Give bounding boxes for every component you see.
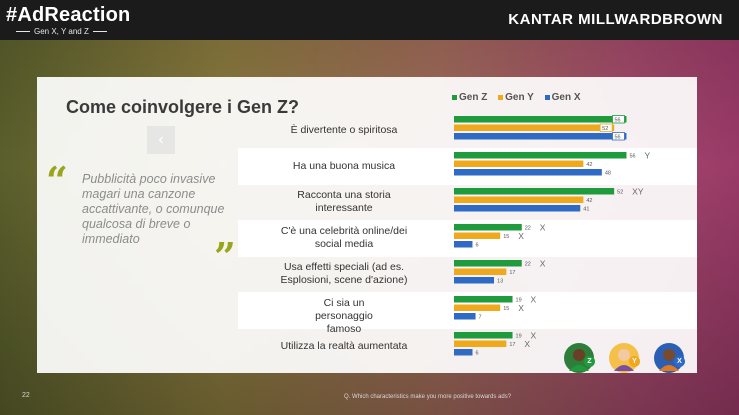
person-x-icon xyxy=(659,349,679,371)
bar-gen-x-2 xyxy=(454,169,602,176)
bar-gen-z-4 xyxy=(454,224,522,231)
significance-mark-gen-z-7: X xyxy=(531,331,537,341)
value-label-gen-z-5: 22 xyxy=(525,262,531,268)
legend-item-gen-y: Gen Y xyxy=(498,92,534,103)
avatar-gen-z: Z xyxy=(564,343,595,373)
bar-gen-z-2 xyxy=(454,152,627,159)
significance-mark-gen-z-5: X xyxy=(540,259,546,269)
category-label-3: Racconta una storia interessante xyxy=(297,189,391,214)
value-label-gen-y-3: 42 xyxy=(586,198,592,204)
bar-gen-z-3 xyxy=(454,188,615,195)
bar-gen-x-4 xyxy=(454,241,473,248)
value-label-gen-y-6: 15 xyxy=(503,306,509,312)
brand-title: #AdReaction xyxy=(6,4,131,26)
bar-gen-y-2 xyxy=(454,160,584,167)
open-quote-icon: “ xyxy=(46,158,68,203)
value-label-gen-x-5: 13 xyxy=(497,279,503,285)
bar-gen-y-4 xyxy=(454,232,501,239)
avatar-badge-z: Z xyxy=(584,356,595,367)
legend-label-gen-z: Gen Z xyxy=(459,92,488,103)
brand-subtitle: Gen X, Y and Z xyxy=(12,27,111,36)
value-box-gen-z-1 xyxy=(612,115,625,124)
bar-gen-z-5 xyxy=(454,260,522,267)
legend-swatch-gen-y xyxy=(498,94,504,100)
value-label-gen-z-2: 56 xyxy=(629,154,635,160)
category-label-6: Ci sia un personaggio famoso xyxy=(315,297,373,335)
legend-label-gen-x: Gen X xyxy=(551,92,581,103)
avatar-gen-x: X xyxy=(654,343,685,373)
value-label-gen-y-7: 17 xyxy=(509,342,515,348)
person-z-icon xyxy=(569,349,589,371)
category-label-1: È divertente o spiritosa xyxy=(290,124,398,136)
legend-item-gen-z: Gen Z xyxy=(452,92,487,103)
bar-gen-y-6 xyxy=(454,304,501,311)
category-label-2: Ha una buona musica xyxy=(292,160,396,172)
company-logo: KANTAR MILLWARDBROWN xyxy=(508,11,723,28)
value-label-gen-x-4: 6 xyxy=(475,243,478,249)
bar-gen-y-3 xyxy=(454,196,584,203)
bar-gen-z-1 xyxy=(454,116,627,123)
value-label-gen-z-6: 19 xyxy=(516,298,522,304)
value-label-gen-y-2: 42 xyxy=(586,162,592,168)
bar-gen-x-7 xyxy=(454,349,473,356)
significance-mark-gen-z-6: X xyxy=(531,295,537,305)
value-label-gen-x-7: 6 xyxy=(475,351,478,357)
bar-gen-y-1 xyxy=(454,124,615,131)
bar-gen-y-5 xyxy=(454,268,507,275)
value-label-gen-x-2: 48 xyxy=(605,171,611,177)
bar-gen-x-6 xyxy=(454,313,476,320)
avatar-badge-y: Y xyxy=(629,356,640,367)
legend-swatch-gen-x xyxy=(544,94,550,100)
slide-title: Come coinvolgere i Gen Z? xyxy=(66,97,300,117)
bar-gen-y-7 xyxy=(454,340,507,347)
value-label-gen-z-7: 19 xyxy=(516,334,522,340)
significance-mark-gen-z-3: XY xyxy=(632,187,644,197)
avatar-badge-x: X xyxy=(674,356,685,367)
person-y-icon xyxy=(614,349,634,371)
close-quote-icon: ” xyxy=(214,234,236,279)
significance-mark-gen-y-7: X xyxy=(524,339,530,349)
value-label-gen-z-4: 22 xyxy=(525,226,531,232)
significance-mark-gen-y-4: X xyxy=(518,231,524,241)
category-label-5: Usa effetti speciali (ad es. Esplosioni,… xyxy=(280,261,408,286)
value-label-gen-x-6: 7 xyxy=(479,315,482,321)
page-number: 22 xyxy=(22,392,30,399)
value-label-gen-x-1: 56 xyxy=(614,135,620,141)
quote-text: Pubblicità poco invasive magari una canz… xyxy=(82,172,225,246)
value-label-gen-y-4: 15 xyxy=(503,234,509,240)
value-label-gen-x-3: 41 xyxy=(583,207,589,213)
value-box-gen-x-1 xyxy=(612,132,625,141)
avatar-gen-y: Y xyxy=(609,343,640,373)
value-label-gen-z-1: 56 xyxy=(614,118,620,124)
significance-mark-gen-z-2: Y xyxy=(644,151,650,161)
top-bar: #AdReaction Gen X, Y and Z KANTAR MILLWA… xyxy=(0,0,739,40)
chart-legend: Gen Z Gen Y Gen X xyxy=(452,92,589,103)
value-label-gen-y-5: 17 xyxy=(509,270,515,276)
legend-item-gen-x: Gen X xyxy=(544,92,581,103)
bar-gen-x-1 xyxy=(454,133,627,140)
category-label-7: Utilizza la realtà aumentata xyxy=(280,340,408,352)
bar-gen-x-5 xyxy=(454,277,495,284)
category-label-4: C'è una celebrità online/dei social medi… xyxy=(280,225,408,250)
footnote: Q. Which characteristics make you more p… xyxy=(344,394,512,400)
bar-gen-z-7 xyxy=(454,332,513,339)
significance-mark-gen-y-6: X xyxy=(518,303,524,313)
bar-gen-z-6 xyxy=(454,296,513,303)
legend-label-gen-y: Gen Y xyxy=(505,92,534,103)
bar-gen-x-3 xyxy=(454,205,581,212)
significance-mark-gen-z-4: X xyxy=(540,223,546,233)
previous-slide-button[interactable]: ‹ xyxy=(147,126,175,154)
value-label-gen-z-3: 52 xyxy=(617,190,623,196)
value-box-gen-y-1 xyxy=(599,123,613,132)
legend-swatch-gen-z xyxy=(452,94,457,100)
value-label-gen-y-1: 52 xyxy=(602,126,608,132)
